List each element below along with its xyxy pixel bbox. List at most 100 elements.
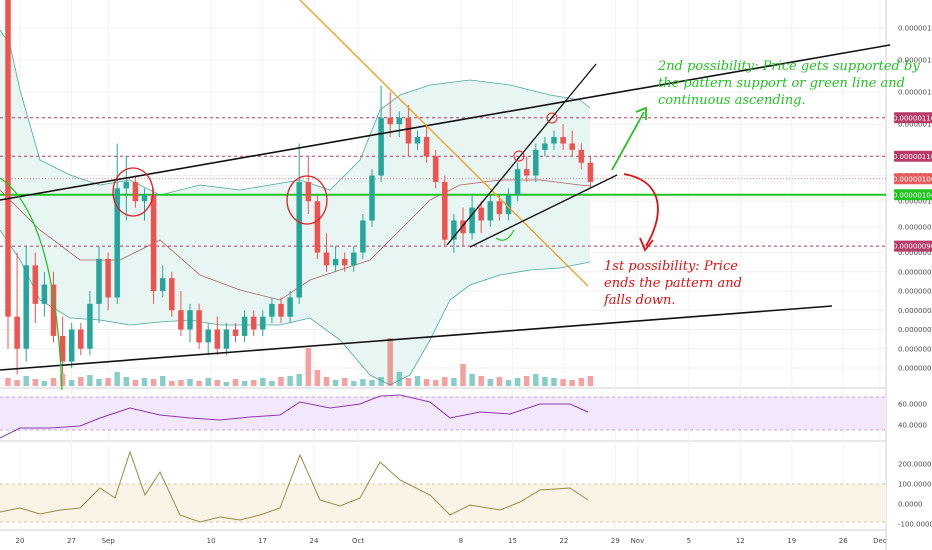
volume-bar xyxy=(114,372,120,386)
x-tick-label: Nov xyxy=(631,537,645,545)
volume-bar xyxy=(296,374,302,386)
cci-tick-label: 100.0000 xyxy=(898,481,931,489)
volume-bar xyxy=(587,376,594,386)
candle xyxy=(159,265,166,298)
y-tick-label: 0.00000086 xyxy=(898,307,932,315)
candle-body xyxy=(405,117,412,144)
candle-body xyxy=(41,284,48,304)
candle-body xyxy=(414,137,421,144)
lower-channel-trendline xyxy=(0,305,833,371)
candle-body xyxy=(23,265,29,349)
x-tick-label: 15 xyxy=(508,537,517,545)
volume-bar xyxy=(178,380,184,386)
bollinger-upper-line xyxy=(0,29,591,196)
candle-body xyxy=(59,335,66,362)
volume-bar xyxy=(460,364,466,386)
volume-bar xyxy=(542,377,548,386)
candle-body xyxy=(159,278,166,292)
volume-bar xyxy=(551,378,557,386)
candle-body xyxy=(533,149,539,176)
candle xyxy=(314,194,321,259)
candle-body xyxy=(196,310,202,343)
volume-bar xyxy=(351,381,357,386)
candle xyxy=(96,246,102,324)
volume-bar xyxy=(68,380,75,386)
candle xyxy=(569,130,575,157)
candle xyxy=(305,156,312,215)
drawings xyxy=(0,0,891,391)
volume-bar xyxy=(323,377,330,386)
volume-bar xyxy=(432,380,439,386)
candle xyxy=(196,303,202,349)
candle xyxy=(250,310,257,336)
candle xyxy=(223,323,230,356)
y-tick-label: 0.00000080 xyxy=(898,345,932,353)
x-tick-label: 5 xyxy=(687,537,691,545)
candle xyxy=(496,194,503,221)
x-tick-label: 27 xyxy=(67,537,76,545)
annotation-line: ends the pattern and xyxy=(604,276,742,291)
candle xyxy=(50,271,57,343)
candle-body xyxy=(396,117,403,125)
candle xyxy=(523,156,530,182)
candle xyxy=(287,291,293,324)
candle xyxy=(214,316,221,356)
candle-body xyxy=(87,303,93,349)
candle-body xyxy=(260,316,266,330)
candle-body xyxy=(387,117,393,125)
candle-body xyxy=(442,181,448,240)
candle-body xyxy=(569,143,575,150)
y-tick-label: 0.00000089 xyxy=(898,288,932,296)
candle-body xyxy=(432,156,439,182)
candle-body xyxy=(178,310,184,330)
volume-bar xyxy=(451,378,457,386)
volume-bar xyxy=(569,380,575,386)
candle xyxy=(369,169,375,227)
candle-body xyxy=(32,265,39,304)
price-label-box xyxy=(894,150,932,162)
candle xyxy=(451,214,457,253)
price-label-box xyxy=(894,173,932,185)
volume-bar xyxy=(159,376,166,386)
candle-body xyxy=(250,316,257,330)
candle xyxy=(551,130,557,150)
volume-bar xyxy=(59,374,66,386)
candle xyxy=(41,271,48,317)
bollinger-band-fill xyxy=(0,30,590,385)
candle xyxy=(278,297,284,324)
candle-body xyxy=(114,188,120,298)
candle xyxy=(360,214,366,259)
candle xyxy=(232,323,239,343)
candle xyxy=(5,0,11,349)
candle-body xyxy=(169,278,175,311)
candle xyxy=(68,323,75,368)
candle-body xyxy=(296,181,302,298)
candle-body xyxy=(105,258,111,298)
price-label: 0.00000106 xyxy=(893,173,932,185)
y-tick-label: 0.00000083 xyxy=(898,326,932,334)
price-label-text: 0.00000110 xyxy=(893,153,932,161)
price-label-text: 0.00000116 xyxy=(893,114,932,122)
candle xyxy=(14,252,20,375)
wedge-lower-line xyxy=(469,174,618,248)
volume-bar xyxy=(41,381,48,386)
volume-bar xyxy=(341,378,348,386)
candle-body xyxy=(487,201,494,221)
candle xyxy=(405,104,412,157)
x-tick-label: 24 xyxy=(310,537,319,545)
candle-body xyxy=(478,207,484,221)
volume-bar xyxy=(469,374,475,386)
candle-body xyxy=(578,149,585,163)
candle-body xyxy=(141,194,148,202)
candle-body xyxy=(378,117,384,176)
candle xyxy=(487,194,494,227)
price-label-text: 0.00000096 xyxy=(893,243,932,251)
green-hook xyxy=(495,229,515,241)
annotation-line: 1st possibility: Price xyxy=(604,259,738,274)
candle xyxy=(505,188,512,221)
annotation-first-possibility: 1st possibility: Price ends the pattern a… xyxy=(603,259,742,308)
price-label: 0.00000096 xyxy=(893,240,932,252)
candle-body xyxy=(187,310,193,330)
volume-bar xyxy=(305,348,312,386)
